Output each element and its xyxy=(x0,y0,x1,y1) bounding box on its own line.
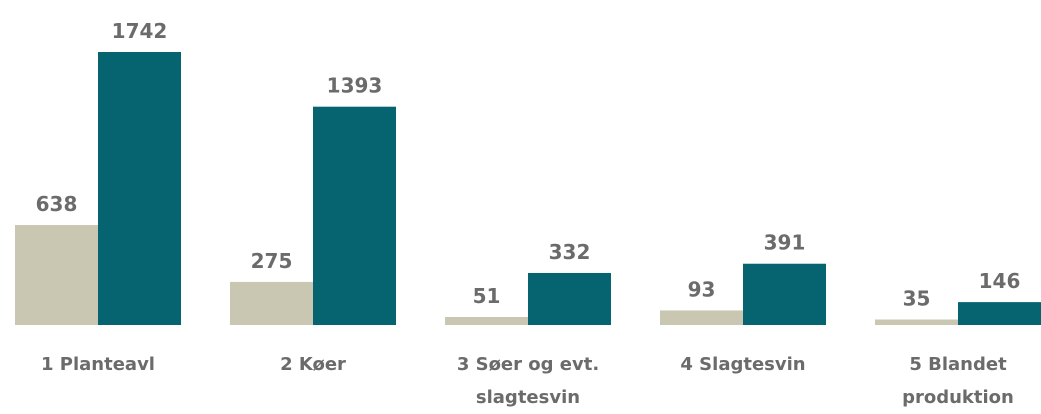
data-label: 1393 xyxy=(327,74,383,98)
bar xyxy=(15,225,98,325)
bar xyxy=(958,302,1041,325)
bar xyxy=(230,281,313,325)
data-label: 93 xyxy=(688,277,716,301)
bar xyxy=(743,263,826,325)
data-label: 35 xyxy=(903,287,931,311)
category-label: 1 Planteavl xyxy=(41,354,155,375)
category-label: 3 Søer og evt. slagtesvin xyxy=(456,354,600,408)
bar xyxy=(98,52,181,325)
bar xyxy=(875,319,958,325)
data-label: 638 xyxy=(36,192,78,216)
data-label: 391 xyxy=(764,231,806,255)
data-label: 146 xyxy=(979,269,1021,293)
data-label: 332 xyxy=(549,240,591,264)
bar xyxy=(445,317,528,325)
category-label: 5 Blandet produktion xyxy=(902,354,1014,408)
data-label: 275 xyxy=(251,249,293,273)
data-label: 51 xyxy=(473,284,501,308)
category-label: 2 Køer xyxy=(280,354,346,375)
bar xyxy=(528,272,611,325)
category-label: 4 Slagtesvin xyxy=(680,354,806,375)
bar xyxy=(660,310,743,325)
data-label: 1742 xyxy=(112,19,168,43)
bar xyxy=(313,106,396,325)
